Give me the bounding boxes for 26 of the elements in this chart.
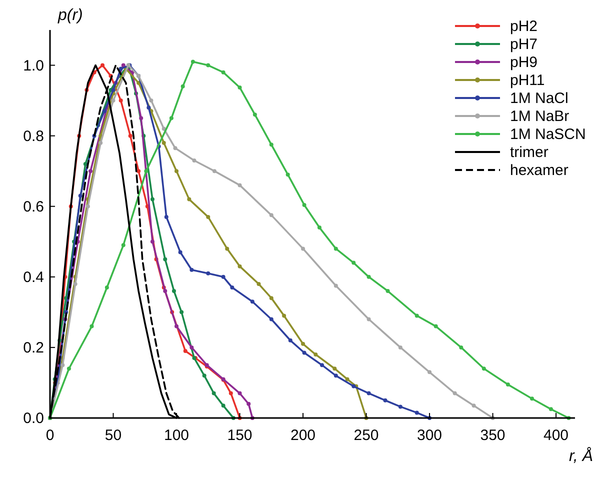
y-tick-label: 1.0	[23, 57, 44, 74]
x-tick-label: 350	[480, 427, 506, 444]
legend-label: hexamer	[510, 162, 568, 179]
y-tick-label: 0.2	[23, 339, 44, 356]
y-tick-label: 0.8	[23, 128, 44, 145]
y-tick-label: 0.6	[23, 198, 44, 216]
x-tick-label: 100	[164, 427, 190, 444]
legend-label: 1M NaCl	[510, 90, 568, 107]
legend-label: pH2	[510, 18, 538, 35]
x-tick-label: 0	[46, 427, 54, 444]
legend-label: 1M NaBr	[510, 108, 570, 125]
legend-label: pH11	[510, 72, 545, 89]
legend-label: trimer	[510, 144, 548, 161]
x-tick-label: 150	[227, 427, 252, 444]
x-tick-label: 400	[544, 427, 569, 444]
y-axis-title: p(r)	[57, 7, 83, 24]
x-tick-label: 200	[290, 427, 316, 444]
x-tick-label: 250	[354, 427, 379, 444]
legend-label: 1M NaSCN	[510, 126, 586, 143]
y-tick-label: 0.0	[23, 410, 44, 427]
legend-label: pH7	[510, 36, 538, 53]
y-tick-label: 0.4	[23, 268, 44, 286]
x-tick-label: 300	[417, 427, 442, 444]
legend-label: pH9	[510, 54, 538, 71]
x-tick-label: 50	[104, 427, 122, 444]
x-axis-title: r, Å	[568, 447, 593, 465]
